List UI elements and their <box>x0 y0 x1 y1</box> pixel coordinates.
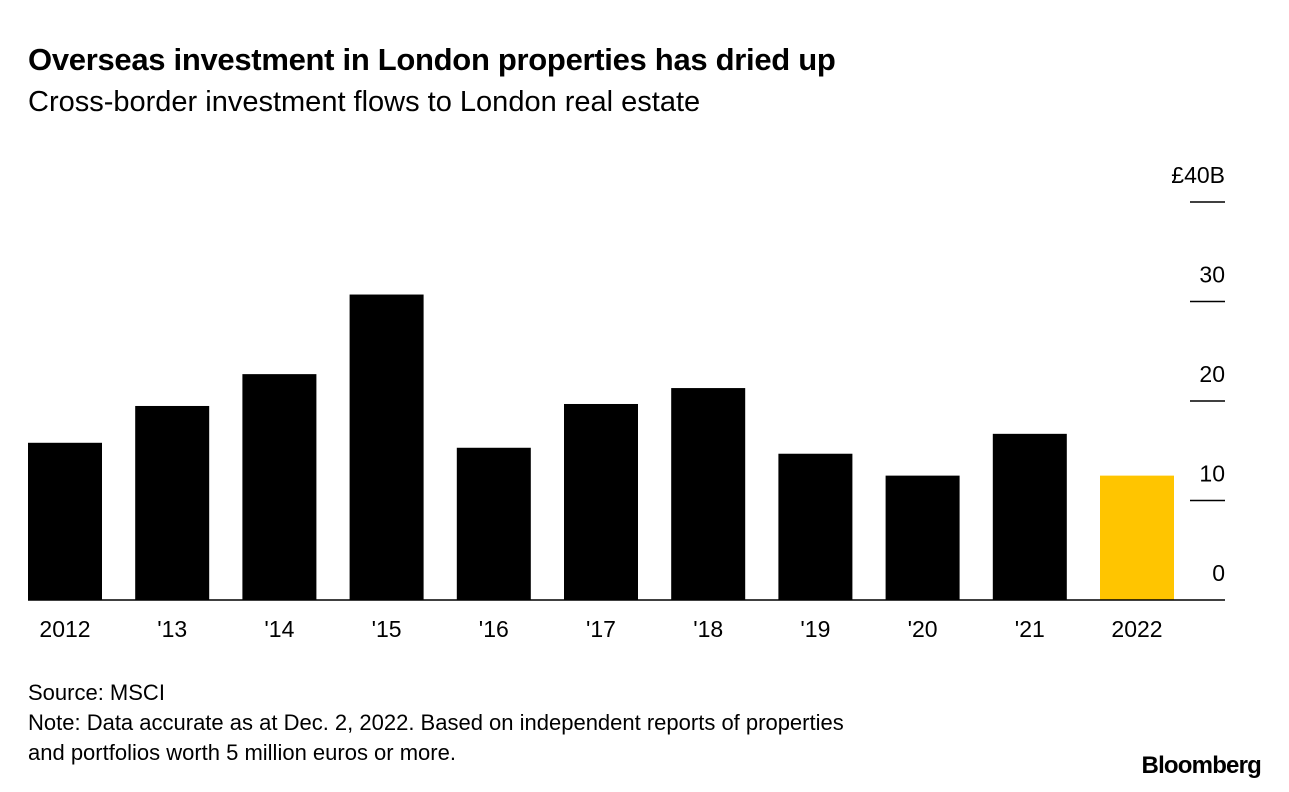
chart-subtitle: Cross-border investment flows to London … <box>28 86 701 118</box>
y-tick-label: 10 <box>1199 461 1225 487</box>
bar-2012 <box>28 442 102 600</box>
x-tick-label: 2012 <box>39 616 90 642</box>
bar-16 <box>456 447 531 600</box>
bar-19 <box>778 453 853 600</box>
bar-14 <box>242 374 317 600</box>
y-tick-label: 30 <box>1199 262 1225 288</box>
x-tick-label: '20 <box>908 616 938 642</box>
x-tick-label: '15 <box>372 616 402 642</box>
bar-2022 <box>1100 475 1174 600</box>
x-tick-label: 2022 <box>1111 616 1162 642</box>
bloomberg-logo: Bloomberg <box>1141 752 1262 779</box>
y-tick-label: 0 <box>1212 560 1225 586</box>
chart-title: Overseas investment in London properties… <box>28 42 836 77</box>
x-tick-label: '19 <box>800 616 830 642</box>
note-line-1: Note: Data accurate as at Dec. 2, 2022. … <box>28 710 844 735</box>
note-line-2: and portfolios worth 5 million euros or … <box>28 740 456 765</box>
x-tick-label: '18 <box>693 616 723 642</box>
y-tick-label: 20 <box>1199 361 1225 387</box>
x-tick-label: '21 <box>1015 616 1045 642</box>
x-tick-label: '13 <box>157 616 187 642</box>
x-tick-label: '16 <box>479 616 509 642</box>
x-tick-label: '14 <box>264 616 294 642</box>
bar-18 <box>671 388 746 600</box>
bar-20 <box>885 475 960 600</box>
bar-13 <box>135 405 210 600</box>
bar-15 <box>349 294 424 600</box>
bar-17 <box>564 403 638 600</box>
x-tick-label: '17 <box>586 616 616 642</box>
y-tick-label: £40B <box>1171 162 1225 188</box>
bar-21 <box>992 433 1067 600</box>
source-note: Source: MSCI <box>28 680 165 705</box>
